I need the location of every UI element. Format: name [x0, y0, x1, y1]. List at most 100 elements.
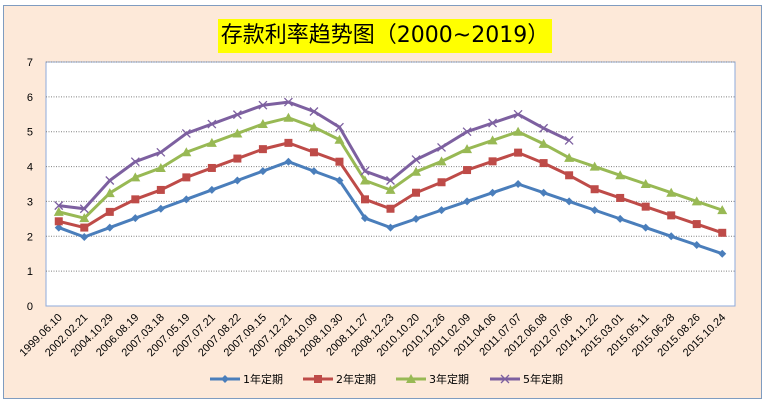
data-point — [463, 197, 472, 206]
data-point — [539, 188, 548, 197]
data-point — [309, 148, 318, 157]
data-point — [386, 204, 395, 213]
data-point — [359, 175, 370, 185]
data-point — [335, 157, 344, 166]
data-point — [692, 241, 701, 249]
data-point — [80, 232, 89, 241]
data-point — [54, 217, 63, 226]
data-point — [462, 127, 472, 137]
legend-item-4: 5年定期 — [490, 372, 563, 386]
data-point — [131, 195, 140, 204]
legend-marker — [406, 374, 416, 383]
data-point — [335, 176, 344, 185]
data-point — [411, 166, 422, 176]
data-point — [360, 195, 369, 204]
data-point — [386, 223, 395, 232]
data-point — [488, 118, 498, 128]
data-point — [233, 176, 242, 185]
data-point — [564, 152, 575, 162]
plot-area — [45, 61, 736, 307]
data-point — [616, 214, 625, 223]
data-point — [514, 180, 523, 188]
data-point — [130, 157, 140, 167]
data-point — [232, 110, 242, 120]
legend-label: 2年定期 — [336, 372, 376, 386]
data-point — [130, 172, 141, 182]
data-point — [616, 193, 625, 202]
data-point — [284, 157, 293, 166]
data-point — [412, 188, 421, 197]
data-point — [717, 205, 728, 215]
data-point — [233, 154, 242, 163]
legend-marker — [221, 375, 229, 383]
data-point — [411, 155, 421, 165]
data-point — [232, 128, 243, 138]
data-point — [564, 135, 574, 145]
data-point — [182, 195, 191, 204]
data-point — [666, 187, 677, 197]
data-point — [615, 170, 626, 180]
data-point — [182, 173, 191, 182]
data-point — [308, 122, 319, 132]
legend-marker — [314, 375, 322, 383]
y-tick-label: 5 — [27, 127, 33, 139]
data-point — [335, 122, 344, 132]
data-point — [258, 167, 267, 176]
data-point — [360, 166, 370, 176]
data-point — [437, 178, 446, 187]
data-point — [156, 147, 166, 157]
data-point — [641, 202, 650, 211]
data-point — [487, 135, 498, 145]
data-point — [462, 144, 473, 154]
data-point — [105, 223, 114, 232]
data-point — [667, 211, 676, 220]
data-point — [513, 109, 523, 119]
data-point — [309, 167, 318, 176]
legend-item-3: 3年定期 — [396, 372, 469, 386]
data-point — [488, 157, 497, 166]
y-tick-label: 4 — [27, 162, 33, 174]
data-point — [488, 188, 497, 197]
series-4 — [54, 97, 574, 214]
data-point — [207, 185, 216, 194]
data-point — [691, 196, 702, 206]
legend-label: 5年定期 — [523, 372, 563, 386]
data-point — [309, 107, 319, 116]
data-point — [514, 148, 523, 157]
data-point — [538, 138, 549, 148]
y-tick-label: 1 — [27, 266, 33, 278]
data-point — [437, 142, 446, 152]
data-point — [54, 201, 64, 211]
data-point — [463, 166, 472, 175]
data-point — [79, 204, 89, 214]
data-point — [386, 176, 395, 185]
legend-item-1: 1年定期 — [210, 372, 283, 386]
data-point — [539, 123, 549, 133]
data-point — [360, 214, 369, 223]
data-point — [105, 176, 115, 185]
data-point — [385, 184, 396, 194]
data-point — [437, 206, 446, 215]
legend-item-2: 2年定期 — [303, 372, 376, 386]
data-point — [206, 137, 217, 147]
data-point — [155, 162, 166, 172]
data-point — [181, 128, 191, 138]
data-point — [641, 223, 650, 232]
series-3 — [53, 112, 728, 223]
data-point — [412, 214, 421, 223]
data-point — [590, 185, 599, 194]
legend-label: 1年定期 — [243, 372, 283, 386]
data-point — [258, 100, 268, 110]
data-point — [283, 112, 294, 122]
legend-label: 3年定期 — [429, 372, 469, 386]
data-point — [590, 206, 599, 215]
data-point — [207, 163, 216, 172]
chart-title: 存款利率趋势图（2000~2019） — [218, 19, 552, 53]
data-point — [334, 134, 345, 144]
data-point — [131, 214, 140, 223]
series-1 — [54, 157, 727, 258]
data-point — [258, 145, 267, 154]
data-point — [565, 171, 574, 180]
data-point — [667, 232, 676, 241]
